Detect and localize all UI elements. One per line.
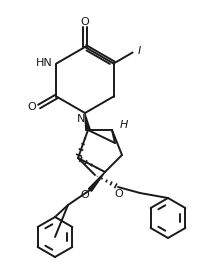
Text: O: O — [28, 102, 37, 111]
Polygon shape — [85, 114, 90, 130]
Text: O: O — [81, 17, 89, 27]
Text: N: N — [77, 114, 85, 124]
Text: H: H — [120, 120, 128, 130]
Text: O: O — [81, 190, 89, 200]
Text: I: I — [138, 46, 141, 55]
Polygon shape — [88, 172, 105, 191]
Text: O: O — [115, 189, 123, 199]
Text: HN: HN — [36, 58, 53, 69]
